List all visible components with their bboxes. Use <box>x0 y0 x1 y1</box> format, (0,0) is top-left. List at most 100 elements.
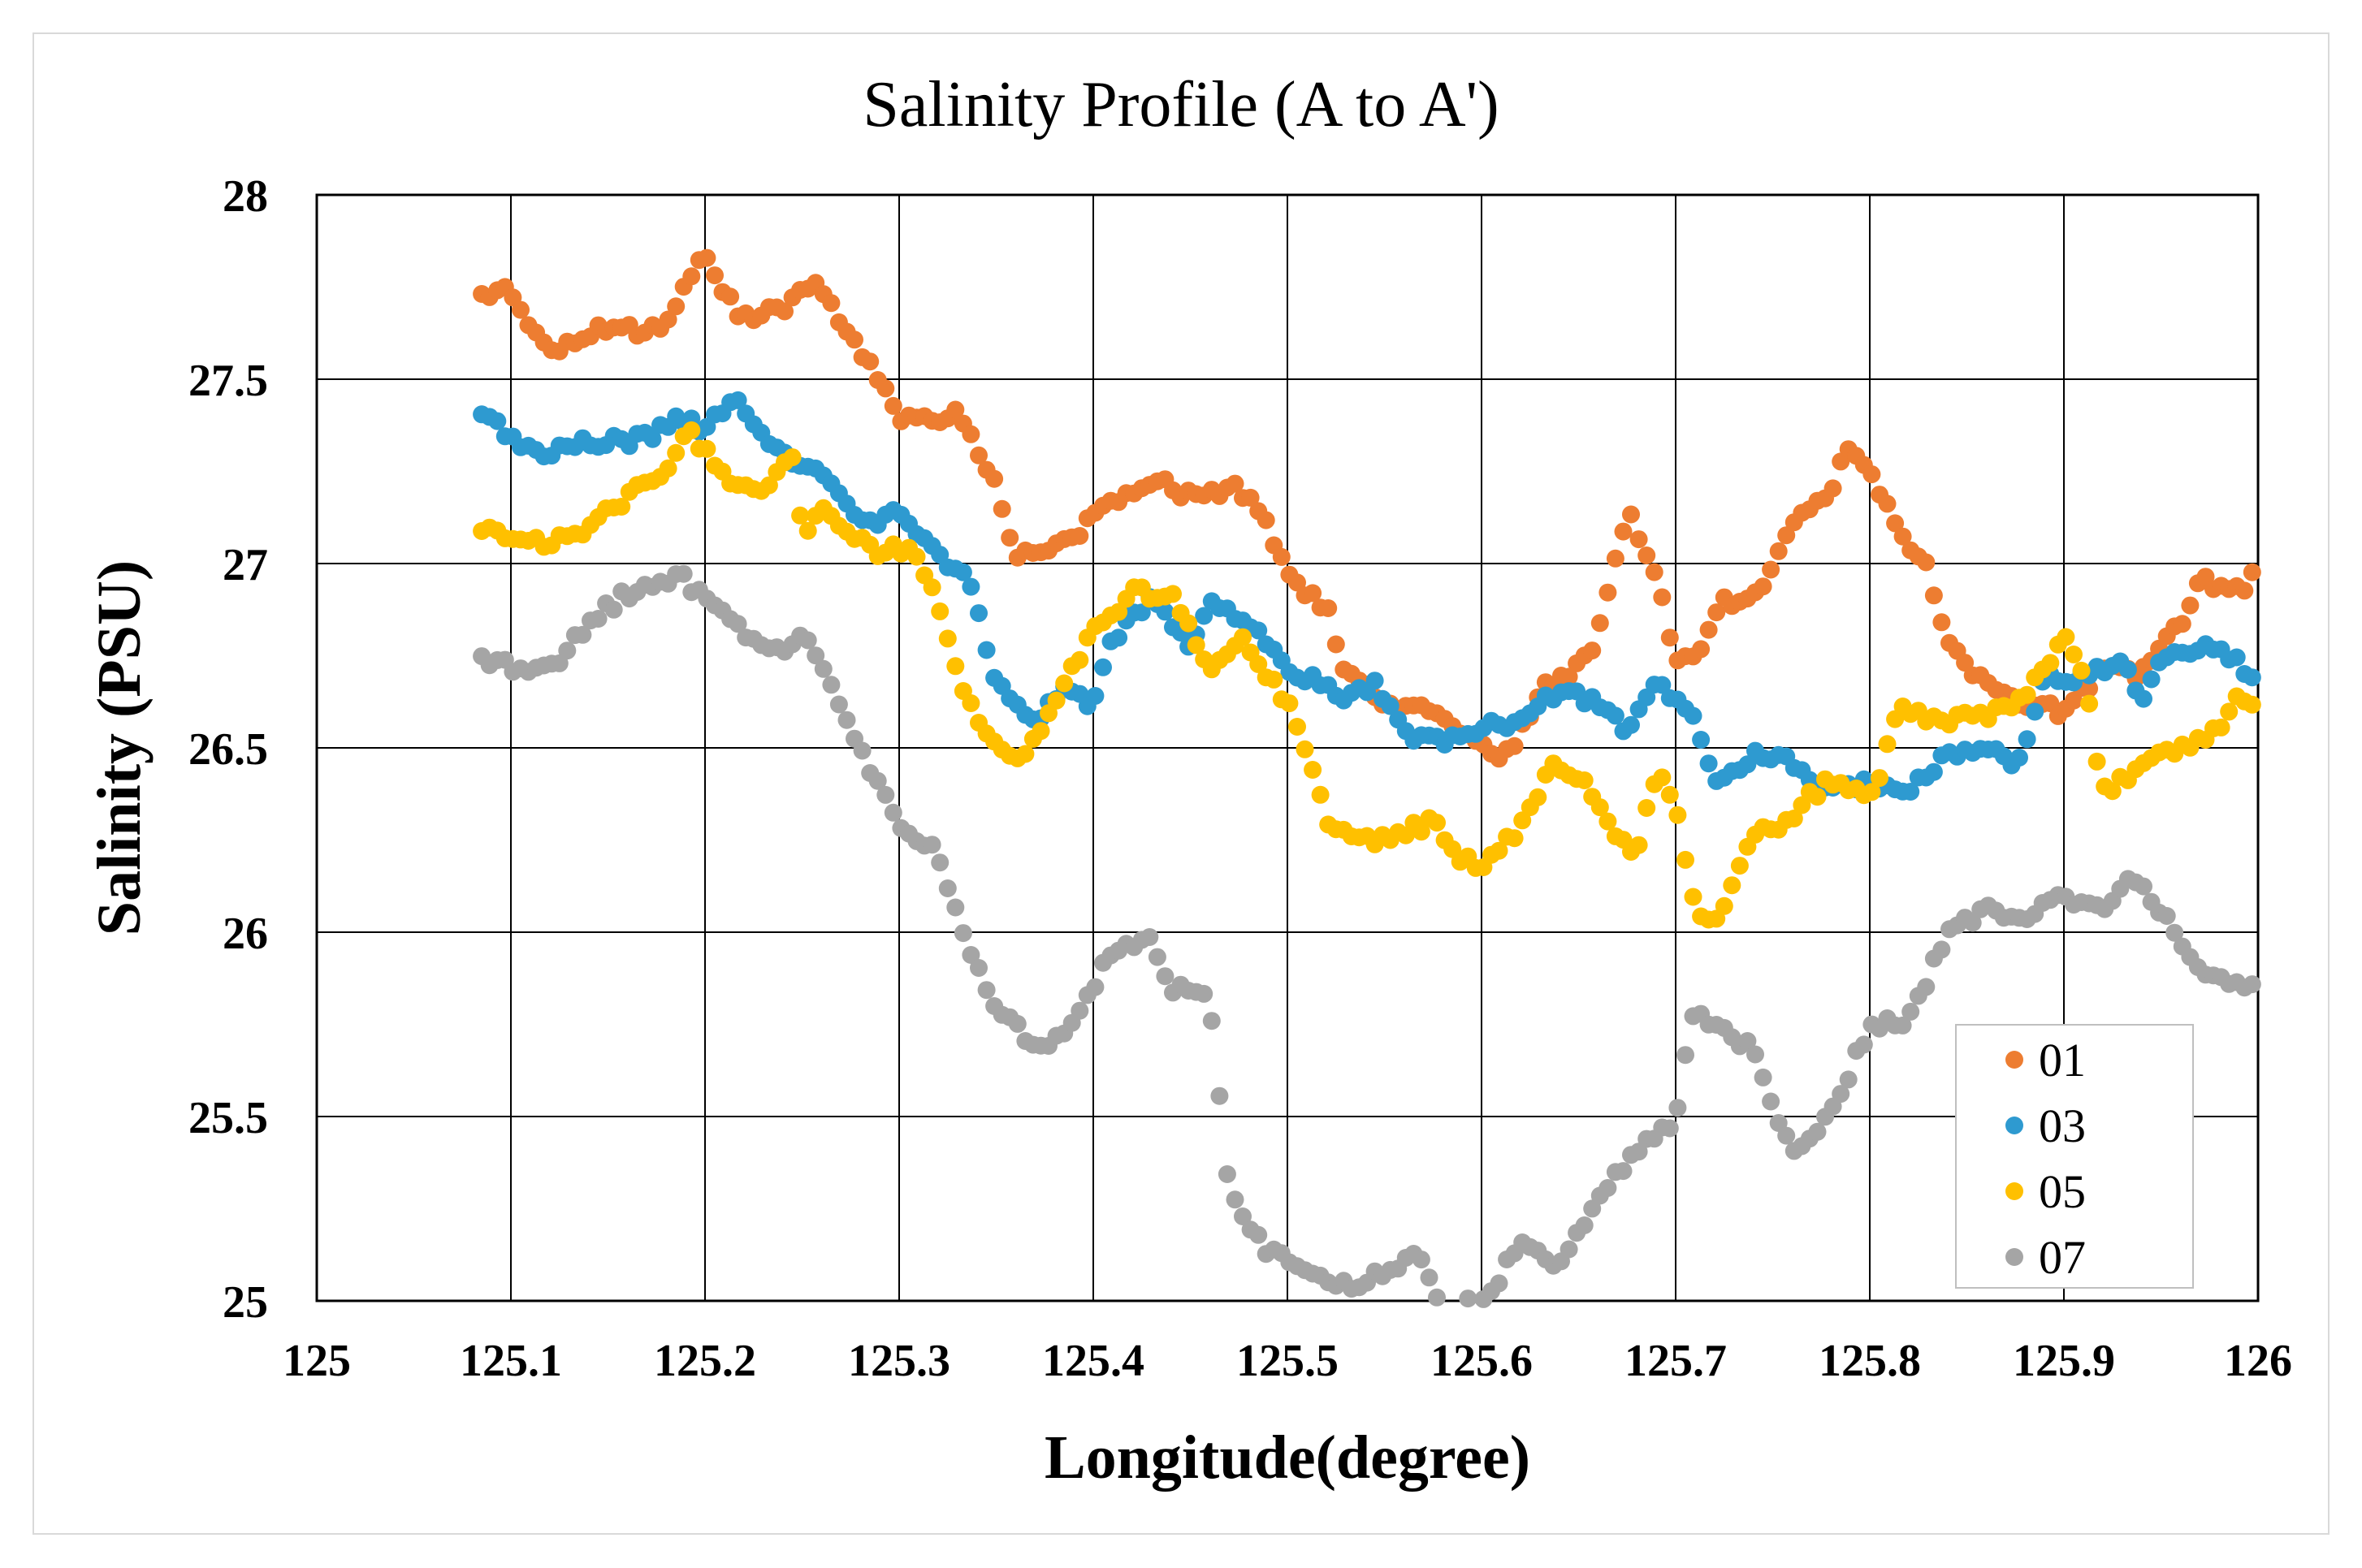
series-01-point <box>2173 615 2191 633</box>
x-tick-label: 125.8 <box>1819 1336 1921 1386</box>
legend-label-01: 01 <box>2039 1034 2086 1086</box>
series-05-point <box>923 578 941 597</box>
series-07-point <box>1762 1092 1780 1111</box>
series-07-point <box>837 711 856 729</box>
series-07-point <box>977 981 996 1000</box>
x-tick-label: 125.5 <box>1236 1336 1339 1386</box>
series-07-point <box>1086 978 1105 996</box>
series-05-point <box>2041 654 2060 672</box>
legend-label-05: 05 <box>2039 1165 2086 1218</box>
series-07-point <box>729 615 747 633</box>
series-05-point <box>1513 811 1532 830</box>
series-07-point <box>1963 914 1982 932</box>
series-07-point <box>938 879 957 897</box>
series-05-point <box>1047 691 1066 710</box>
series-01-point <box>861 352 880 371</box>
series-07-point <box>923 836 941 854</box>
series-01-point <box>970 446 988 464</box>
series-01-point <box>1924 586 1943 605</box>
series-03-point <box>2026 702 2044 721</box>
series-05-point <box>698 439 716 458</box>
series-01-point <box>2041 694 2060 713</box>
series-05-point <box>2072 661 2091 680</box>
grid-lines <box>317 195 2258 1301</box>
legend-marker-01 <box>2005 1051 2023 1069</box>
series-05-point <box>1793 796 1811 814</box>
series-05-point <box>1110 603 1128 621</box>
series-05-point <box>931 602 950 620</box>
series-01-point <box>1606 549 1624 568</box>
series-07-point <box>1808 1122 1827 1141</box>
series-01-point <box>1590 614 1609 633</box>
series-07-point <box>1614 1162 1633 1181</box>
y-tick-label: 26 <box>223 909 268 959</box>
series-03-point <box>1653 676 1672 694</box>
series-05-point <box>798 521 817 540</box>
series-07-point <box>1854 1035 1873 1054</box>
series-05-point <box>2220 702 2239 721</box>
series-07-point <box>1676 1046 1694 1065</box>
series-03-point <box>2243 668 2261 687</box>
series-07-point <box>931 853 950 872</box>
series-05-point <box>1590 798 1609 817</box>
series-01-point <box>846 330 863 349</box>
series-03-point <box>1738 755 1757 774</box>
series-03-point <box>970 604 988 623</box>
series-01-point <box>1754 577 1772 596</box>
series-07-point <box>1210 1086 1229 1105</box>
series-01-point <box>706 266 724 285</box>
series-03-point <box>729 391 747 409</box>
legend-label-03: 03 <box>2039 1099 2086 1152</box>
series-03-point <box>2118 660 2137 679</box>
series-05-point <box>1808 788 1827 806</box>
series-01-point <box>1598 583 1617 602</box>
series-05-point <box>1676 850 1694 869</box>
legend-marker-05 <box>2005 1182 2023 1200</box>
series-05-point <box>1288 718 1306 736</box>
series-03-point <box>1156 603 1175 621</box>
series-05-point <box>1280 694 1299 713</box>
series-07-point <box>2165 923 2184 942</box>
series-05-point <box>783 448 802 467</box>
series-03-point <box>1086 687 1105 705</box>
legend-box <box>1955 1024 2194 1289</box>
series-07-point <box>829 695 848 714</box>
series-07-point <box>1156 967 1175 986</box>
series-01-point <box>2181 596 2200 615</box>
series-03-point <box>1381 697 1399 715</box>
series-01-point <box>1707 603 1726 622</box>
series-05-point <box>659 459 677 477</box>
series-05-point <box>907 547 926 566</box>
y-axis-label: Salinity (PSU) <box>85 560 154 935</box>
series-01-point <box>1769 542 1788 560</box>
series-07-point <box>573 625 592 644</box>
series-05-point <box>938 629 957 648</box>
series-07-point <box>1071 1001 1089 1020</box>
plot-area <box>315 193 2260 1302</box>
series-05-point <box>1653 768 1672 787</box>
series-07-point <box>807 646 825 665</box>
series-03-point <box>1699 754 1718 773</box>
series-01-point <box>1257 511 1275 529</box>
series-03-point <box>1622 715 1640 734</box>
series-03-point <box>1692 731 1711 749</box>
series-03-point <box>2010 749 2028 767</box>
series-05-point <box>2087 752 2106 771</box>
x-tick-label: 125.9 <box>2013 1336 2115 1386</box>
series-01-point <box>721 287 740 306</box>
series-03-point <box>643 430 662 448</box>
series-05-point <box>1234 628 1252 646</box>
series-03-point <box>1132 603 1151 622</box>
series-07-point <box>1195 984 1213 1003</box>
series-07-point <box>798 631 817 650</box>
series-05-point <box>1715 896 1733 915</box>
series-05-point <box>2018 685 2036 704</box>
series-01-point <box>1862 465 1881 484</box>
series-01-point <box>993 499 1011 518</box>
series-07-point <box>1754 1068 1772 1086</box>
series-05-point <box>1598 812 1617 831</box>
series-05-point <box>759 476 778 495</box>
series-01-point <box>667 297 686 316</box>
series-05-point <box>1505 829 1524 848</box>
series-07-point <box>1668 1099 1687 1117</box>
